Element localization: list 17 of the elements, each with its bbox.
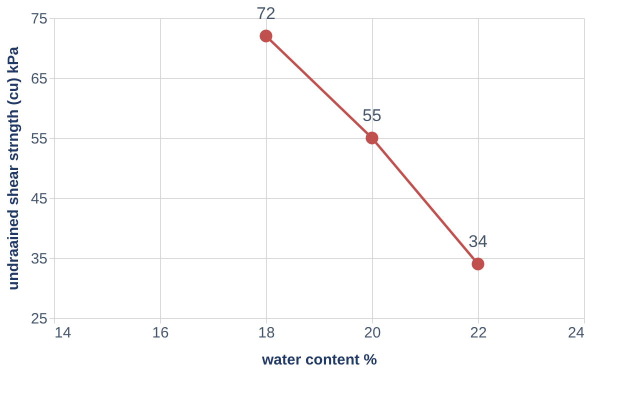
y-axis-title: undraained shear strngth (cu) kPa <box>4 46 22 290</box>
x-tick-label: 14 <box>54 324 72 342</box>
y-tick-label: 55 <box>30 130 48 148</box>
data-label: 72 <box>256 4 276 23</box>
x-axis-title: water content % <box>260 352 378 368</box>
data-label: 34 <box>468 232 488 251</box>
x-tick-label: 16 <box>152 324 169 342</box>
y-tick-label: 35 <box>30 250 48 268</box>
y-tick-label: 75 <box>30 10 48 28</box>
x-tick-label: 20 <box>364 324 381 342</box>
x-tick-label: 22 <box>470 324 487 342</box>
y-tick-label: 45 <box>30 190 48 208</box>
data-label: 55 <box>362 106 382 125</box>
x-tick-label: 24 <box>568 324 584 342</box>
x-tick-label: 18 <box>258 324 275 342</box>
y-tick-label: 25 <box>30 310 48 328</box>
y-tick-label: 65 <box>30 70 48 88</box>
